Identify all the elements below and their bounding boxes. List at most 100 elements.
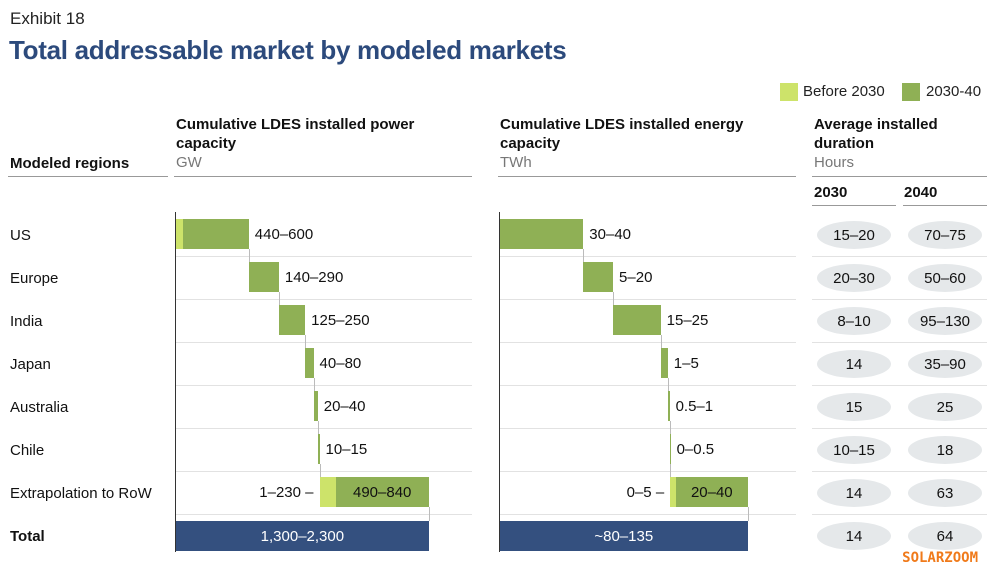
- duration-2030-pill: 8–10: [817, 307, 891, 335]
- value-label-2030-40: 490–840: [353, 484, 412, 501]
- connector: [248, 249, 250, 262]
- row-divider: [176, 471, 472, 472]
- region-label: Europe: [10, 270, 59, 287]
- duration-2030-pill: 14: [817, 479, 891, 507]
- connector: [747, 507, 749, 521]
- value-label: 1–5: [673, 355, 699, 372]
- bar-2030-40: [317, 434, 320, 464]
- row-divider: [500, 385, 796, 386]
- connector: [667, 378, 669, 391]
- region-label: Extrapolation to RoW: [10, 485, 152, 502]
- value-label: 20–40: [323, 398, 366, 415]
- value-label: 140–290: [284, 269, 344, 286]
- row-divider: [812, 471, 987, 472]
- region-label: Chile: [10, 442, 45, 459]
- exhibit-label: Exhibit 18: [10, 9, 85, 28]
- row-divider: [176, 514, 472, 515]
- divider: [8, 176, 168, 177]
- row-divider: [176, 299, 472, 300]
- power-axis: [175, 212, 176, 552]
- region-label: India: [10, 313, 43, 330]
- chart-title: Total addressable market by modeled mark…: [9, 35, 567, 65]
- value-label: 15–25: [666, 312, 709, 329]
- duration-2030-pill: 14: [817, 350, 891, 378]
- header-energy-unit: TWh: [500, 154, 532, 171]
- duration-2040-pill: 95–130: [908, 307, 982, 335]
- duration-2030-pill: 20–30: [817, 264, 891, 292]
- row-divider: [500, 428, 796, 429]
- region-label: Australia: [10, 399, 69, 416]
- value-label: 125–250: [311, 312, 370, 329]
- connector: [669, 421, 671, 434]
- connector: [319, 464, 321, 477]
- region-label: Total: [10, 528, 45, 545]
- bar-before-2030: [176, 219, 184, 249]
- duration-2030-pill: 15–20: [817, 221, 891, 249]
- header-duration: Average installed duration: [814, 116, 938, 152]
- row-divider: [812, 342, 987, 343]
- row-divider: [176, 256, 472, 257]
- row-divider: [500, 299, 796, 300]
- row-divider: [176, 428, 472, 429]
- bar-2030-40: [335, 477, 429, 507]
- row-divider: [500, 471, 796, 472]
- duration-2040-pill: 35–90: [908, 350, 982, 378]
- duration-2040-pill: 64: [908, 522, 982, 550]
- duration-2030-pill: 10–15: [817, 436, 891, 464]
- row-divider: [176, 385, 472, 386]
- value-label: 30–40: [589, 226, 632, 243]
- duration-2030-pill: 14: [817, 522, 891, 550]
- value-label-before-2030: 1–230 –: [259, 484, 314, 501]
- value-label: 10–15: [325, 441, 368, 458]
- connector: [660, 335, 662, 348]
- duration-2040-pill: 18: [908, 436, 982, 464]
- divider: [498, 176, 796, 177]
- connector: [313, 378, 315, 391]
- bar-2030-40: [669, 434, 671, 464]
- total-bar: ~80–135: [500, 521, 748, 551]
- row-divider: [500, 342, 796, 343]
- bar-before-2030: [319, 477, 336, 507]
- bar-2030-40: [613, 305, 661, 335]
- duration-2040-pill: 50–60: [908, 264, 982, 292]
- value-label: 440–600: [254, 226, 314, 243]
- row-divider: [812, 256, 987, 257]
- duration-2030-pill: 15: [817, 393, 891, 421]
- region-label: US: [10, 227, 31, 244]
- total-bar: 1,300–2,300: [176, 521, 429, 551]
- connector: [670, 464, 672, 477]
- row-divider: [176, 342, 472, 343]
- header-power: Cumulative LDES installed power capacity: [176, 116, 415, 152]
- row-divider: [500, 256, 796, 257]
- bar-2030-40: [660, 348, 668, 378]
- value-label-before-2030: 0–5 –: [626, 484, 665, 501]
- bar-2030-40: [278, 305, 306, 335]
- header-power-unit: GW: [176, 154, 202, 171]
- row-divider: [500, 514, 796, 515]
- row-divider: [812, 428, 987, 429]
- value-label-2030-40: 20–40: [690, 484, 733, 501]
- bar-before-2030: [670, 477, 677, 507]
- row-divider: [812, 299, 987, 300]
- value-label: 0.5–1: [675, 398, 714, 415]
- legend-swatch-before-2030: [780, 83, 798, 101]
- legend-label-before-2030: Before 2030: [803, 83, 885, 100]
- duration-2040-pill: 70–75: [908, 221, 982, 249]
- legend-swatch-2030-40: [902, 83, 920, 101]
- bar-2030-40: [313, 391, 318, 421]
- value-label: 40–80: [319, 355, 362, 372]
- header-duration-unit: Hours: [814, 154, 855, 171]
- watermark: SOLARZOOM: [902, 550, 978, 566]
- value-label: 5–20: [619, 269, 653, 286]
- legend-label-2030-40: 2030-40: [926, 83, 982, 100]
- row-divider: [812, 514, 987, 515]
- energy-axis: [499, 212, 500, 552]
- bar-2030-40: [667, 391, 670, 421]
- bar-2030-40: [500, 219, 584, 249]
- header-energy: Cumulative LDES installed energy capacit…: [500, 116, 744, 152]
- connector: [613, 292, 615, 305]
- connector: [428, 507, 430, 521]
- bar-2030-40: [583, 262, 614, 292]
- connector: [583, 249, 585, 262]
- bar-2030-40: [305, 348, 314, 378]
